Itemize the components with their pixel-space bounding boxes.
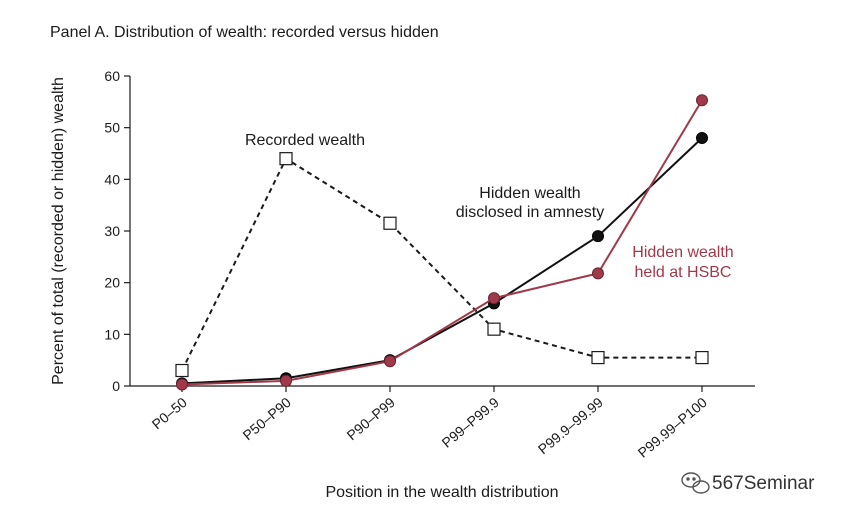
point-recorded (279, 152, 293, 166)
series-line-hsbc (181, 99, 703, 386)
annotation-amnesty-line-2: disclosed in amnesty (456, 204, 605, 221)
series-line-recorded (181, 157, 702, 371)
point-recorded (383, 216, 397, 230)
point-amnesty (592, 230, 604, 243)
y-axis-label: Percent of total (recorded or hidden) we… (50, 77, 67, 385)
x-tick-label: P90–P99 (344, 394, 399, 443)
annotation-amnesty-line-1: Hidden wealth (479, 185, 580, 202)
point-recorded (695, 350, 709, 365)
wechat-icon (681, 472, 710, 494)
y-tick-label: 0 (112, 378, 120, 394)
series-recorded (175, 152, 709, 378)
point-hsbc (592, 267, 604, 280)
x-tick-label: P99–P99.9 (439, 394, 503, 451)
y-tick-label: 60 (104, 68, 120, 84)
y-tick-label: 30 (104, 223, 120, 239)
y-tick-label: 50 (104, 120, 120, 136)
axes (129, 76, 755, 387)
x-tick-label: P0–50 (149, 394, 190, 432)
watermark-text: 567Seminar (712, 473, 815, 494)
x-tick-label: P50–P90 (240, 394, 295, 443)
x-tick-label: P99.9–99.99 (535, 394, 606, 457)
x-ticks: P0–50 P50–P90 P90–P99 P99–P99.9 P99.9–99.99 P… (149, 386, 710, 461)
y-tick-label: 20 (104, 275, 120, 291)
y-tick-label: 10 (104, 326, 120, 342)
annotation-hsbc-line-2: held at HSBC (635, 264, 732, 281)
annotation-hsbc-line-1: Hidden wealth (632, 244, 733, 261)
point-hsbc (176, 378, 188, 391)
series-hsbc (176, 94, 708, 391)
point-recorded (591, 350, 605, 365)
annotation-recorded-wealth: Recorded wealth (245, 132, 365, 149)
point-amnesty (696, 132, 708, 144)
point-hsbc (384, 355, 396, 368)
chart-title: Panel A. Distribution of wealth: recorde… (50, 24, 439, 41)
x-axis-label: Position in the wealth distribution (325, 484, 558, 501)
point-recorded (175, 363, 189, 378)
series-layer (175, 94, 709, 391)
y-ticks: 0 10 20 30 40 50 60 (104, 68, 130, 394)
point-hsbc (280, 374, 292, 387)
point-hsbc (696, 94, 708, 107)
y-tick-label: 40 (104, 171, 120, 187)
x-tick-label: P99.99–P100 (635, 394, 710, 461)
watermark: 567Seminar (681, 472, 815, 494)
series-amnesty (176, 132, 708, 390)
point-hsbc (488, 292, 500, 305)
point-recorded (487, 322, 501, 336)
series-line-amnesty (181, 137, 703, 385)
